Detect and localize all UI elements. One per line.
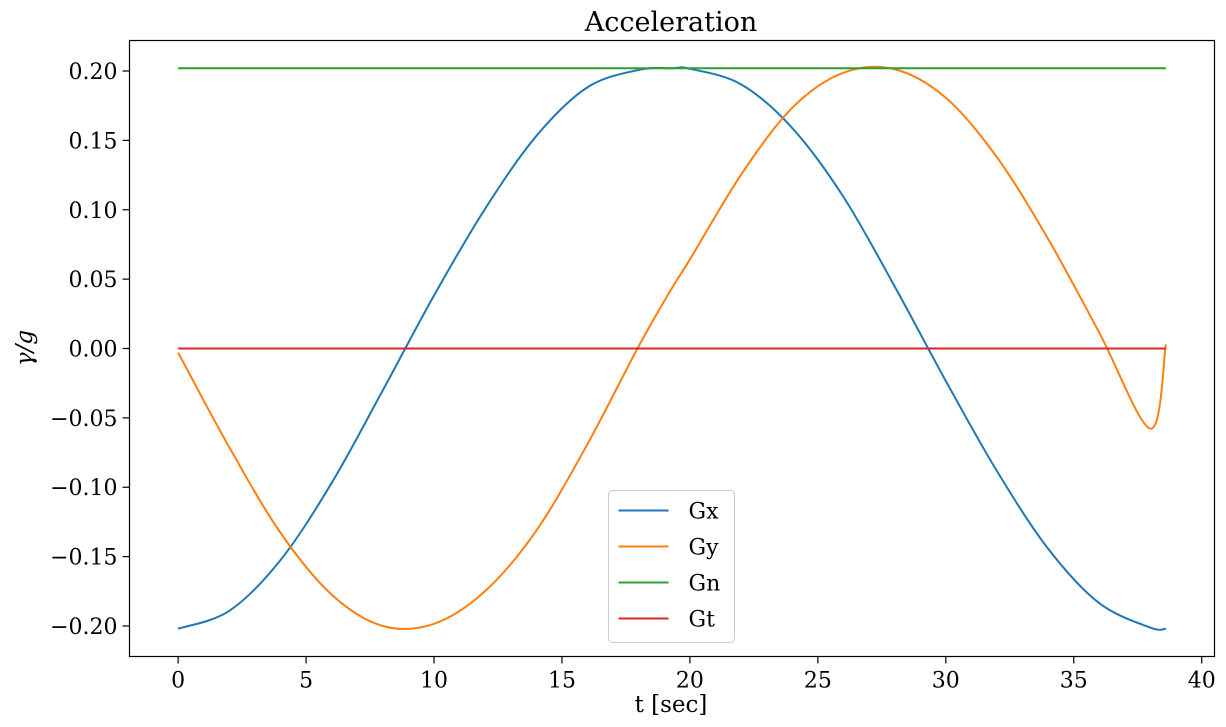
x-tick-label: 10 [420, 669, 448, 694]
series-line-gy [177, 65, 1167, 630]
legend-box [608, 490, 735, 643]
legend-label-gx: Gx [689, 500, 720, 525]
x-tick-label: 40 [1188, 669, 1216, 694]
legend-label-gt: Gt [689, 608, 716, 633]
x-tick-label: 30 [932, 669, 960, 694]
chart-title: Acceleration [584, 7, 757, 38]
y-tick-label: −0.20 [50, 615, 117, 640]
legend-label-gy: Gy [689, 536, 720, 561]
y-axis-label: γ/g [12, 330, 38, 366]
x-axis: 0 5 10 15 20 25 30 35 40 [171, 656, 1216, 694]
y-tick-label: −0.15 [50, 546, 117, 571]
legend: Gx Gy Gn Gt [608, 490, 735, 643]
y-tick-label: 0.00 [69, 338, 118, 363]
legend-label-gn: Gn [689, 572, 721, 597]
y-tick-label: −0.05 [50, 407, 117, 432]
x-tick-label: 5 [299, 669, 313, 694]
x-axis-label: t [sec] [635, 692, 708, 718]
x-tick-label: 35 [1060, 669, 1088, 694]
y-tick-label: −0.10 [50, 476, 117, 501]
y-tick-label: 0.05 [69, 268, 118, 293]
y-tick-label: 0.10 [69, 199, 118, 224]
x-tick-label: 15 [548, 669, 576, 694]
y-axis: 0.20 0.15 0.10 0.05 0.00 −0.05 −0.10 −0.15 −0.20 [50, 60, 130, 640]
x-tick-label: 20 [676, 669, 704, 694]
x-tick-label: 0 [171, 669, 185, 694]
x-tick-label: 25 [804, 669, 832, 694]
plot-area [177, 65, 1167, 631]
y-tick-label: 0.15 [69, 129, 118, 154]
y-tick-label: 0.20 [69, 60, 118, 85]
